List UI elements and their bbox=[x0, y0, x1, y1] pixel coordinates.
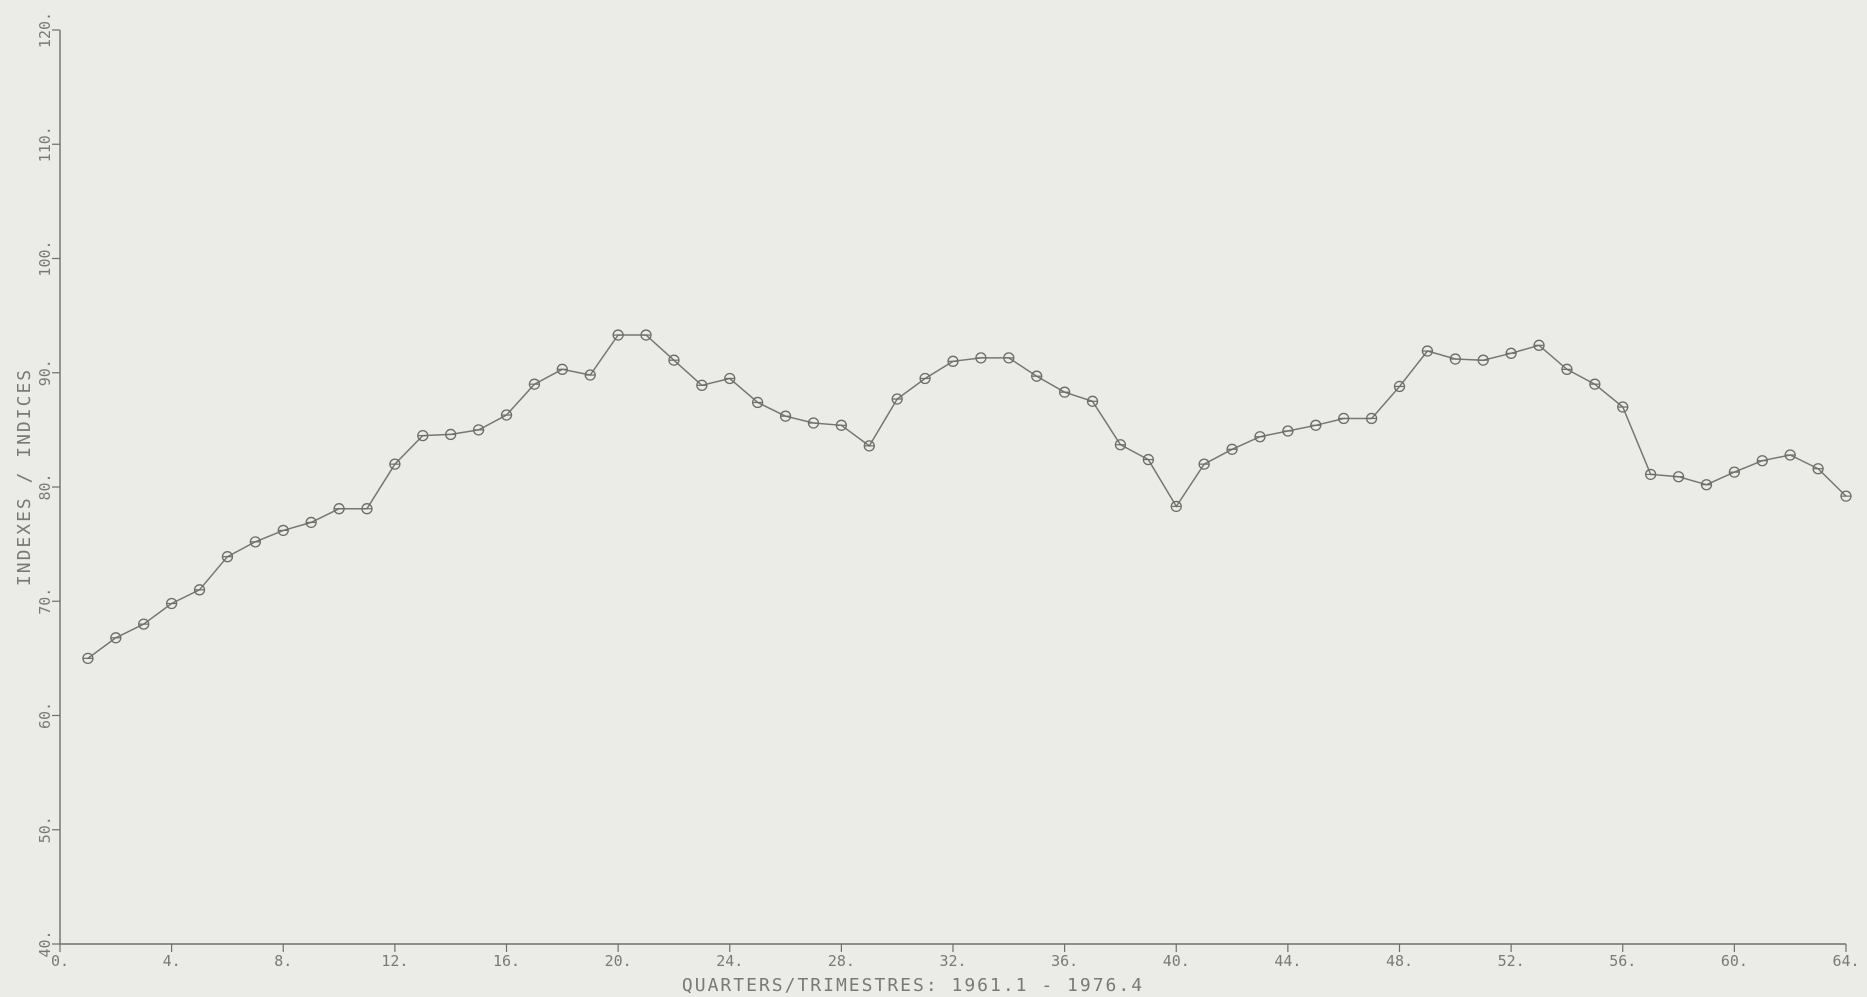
x-tick-label: 24. bbox=[716, 952, 743, 970]
y-tick-label: 90. bbox=[36, 359, 54, 386]
y-tick-label: 120. bbox=[36, 12, 54, 48]
data-point bbox=[752, 396, 764, 409]
data-point bbox=[1756, 455, 1768, 467]
y-tick-label: 70. bbox=[36, 588, 54, 615]
data-point bbox=[472, 424, 485, 436]
x-axis-title: QUARTERS/TRIMESTRES: 1961.1 - 1976.4 bbox=[682, 975, 1144, 996]
data-point bbox=[500, 409, 513, 421]
data-point bbox=[445, 428, 457, 441]
data-point bbox=[1058, 386, 1071, 398]
data-point bbox=[863, 440, 875, 452]
data-point bbox=[891, 393, 903, 405]
data-point bbox=[417, 429, 429, 442]
data-point bbox=[1031, 370, 1043, 382]
data-point bbox=[696, 379, 708, 391]
data-point bbox=[1812, 463, 1824, 475]
plot-area: 40. 50. 60. 70. 80. 90. 100. 110. 120. 0. 4. 8. 12. 1… bbox=[36, 12, 1860, 970]
x-tick-label: 56. bbox=[1609, 952, 1636, 970]
y-axis-title: INDEXES / INDICES bbox=[14, 368, 35, 586]
data-point bbox=[1645, 468, 1657, 481]
data-point bbox=[1365, 412, 1378, 425]
data-point bbox=[1784, 449, 1796, 461]
data-point bbox=[193, 584, 206, 596]
data-point bbox=[1142, 453, 1154, 466]
data-point bbox=[1672, 471, 1685, 483]
data-point bbox=[1198, 458, 1210, 470]
x-tick-label: 0. bbox=[51, 952, 69, 970]
x-tick-label: 48. bbox=[1386, 952, 1413, 970]
data-point bbox=[835, 419, 848, 431]
data-point bbox=[1421, 345, 1434, 357]
data-point bbox=[221, 551, 234, 563]
data-point bbox=[333, 503, 345, 515]
data-point bbox=[305, 516, 317, 529]
data-point bbox=[277, 524, 289, 537]
x-tick-label: 4. bbox=[163, 952, 181, 970]
data-point bbox=[1226, 443, 1238, 455]
data-point bbox=[1003, 352, 1015, 364]
x-tick-label: 40. bbox=[1163, 952, 1190, 970]
y-tick-label: 50. bbox=[36, 816, 54, 843]
data-point bbox=[1114, 439, 1127, 451]
y-tick-label: 110. bbox=[36, 126, 54, 162]
data-point bbox=[138, 618, 150, 630]
data-point bbox=[1254, 431, 1266, 443]
x-tick-label: 60. bbox=[1721, 952, 1748, 970]
data-point bbox=[724, 372, 736, 385]
data-point bbox=[1728, 466, 1741, 478]
data-point bbox=[1170, 500, 1182, 513]
x-tick-label: 64. bbox=[1832, 952, 1859, 970]
series-line bbox=[87, 334, 1847, 660]
x-tick-label: 36. bbox=[1051, 952, 1078, 970]
y-tick-label: 80. bbox=[36, 473, 54, 500]
x-tick-label: 16. bbox=[493, 952, 520, 970]
x-tick-label: 32. bbox=[939, 952, 966, 970]
data-point bbox=[1086, 395, 1099, 407]
data-point bbox=[1338, 412, 1350, 425]
data-point bbox=[947, 355, 959, 367]
data-point bbox=[389, 458, 401, 470]
data-point bbox=[1533, 339, 1545, 351]
x-tick-label: 28. bbox=[828, 952, 855, 970]
data-point bbox=[1700, 479, 1713, 491]
data-point bbox=[361, 503, 373, 515]
data-point bbox=[1589, 378, 1601, 390]
data-point bbox=[975, 352, 987, 364]
data-point bbox=[556, 363, 568, 375]
data-point bbox=[919, 372, 931, 385]
data-point bbox=[1282, 425, 1294, 437]
y-tick-label: 100. bbox=[36, 240, 54, 276]
data-point bbox=[165, 597, 178, 610]
data-point bbox=[1617, 401, 1629, 413]
data-point bbox=[584, 369, 596, 381]
data-point bbox=[82, 652, 94, 665]
y-tick-label: 60. bbox=[36, 702, 54, 729]
data-point bbox=[528, 378, 541, 390]
data-point bbox=[249, 536, 261, 548]
data-point bbox=[1840, 490, 1852, 502]
data-point bbox=[1505, 347, 1517, 359]
data-point bbox=[779, 410, 792, 422]
data-point bbox=[807, 417, 820, 429]
x-tick-label: 44. bbox=[1274, 952, 1301, 970]
x-tick-label: 8. bbox=[274, 952, 292, 970]
data-point bbox=[1449, 353, 1461, 365]
data-point bbox=[640, 329, 652, 341]
data-point bbox=[668, 354, 680, 366]
x-tick-label: 52. bbox=[1498, 952, 1525, 970]
x-tick-label: 20. bbox=[605, 952, 632, 970]
data-point bbox=[110, 632, 122, 644]
y-tick-label: 40. bbox=[36, 930, 54, 957]
data-point bbox=[1561, 363, 1573, 375]
data-point bbox=[1310, 419, 1322, 431]
x-tick-label: 12. bbox=[381, 952, 408, 970]
data-point bbox=[1477, 354, 1489, 366]
data-point bbox=[1393, 380, 1406, 393]
data-point bbox=[612, 329, 624, 341]
